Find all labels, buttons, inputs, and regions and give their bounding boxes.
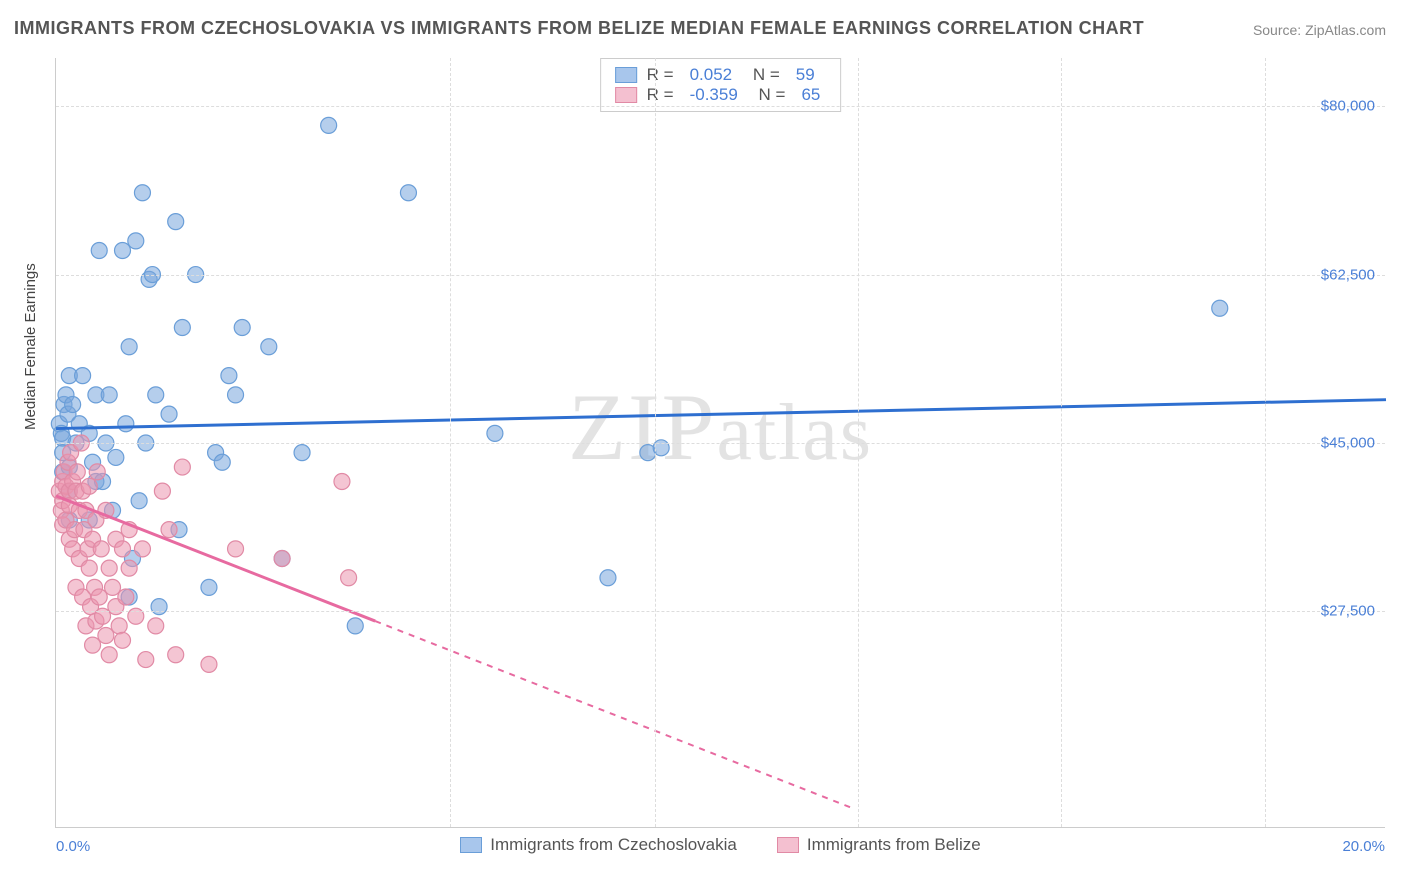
scatter-point: [134, 541, 150, 557]
scatter-point: [101, 647, 117, 663]
trend-line-extrapolated: [375, 621, 854, 809]
scatter-point: [118, 416, 134, 432]
legend-swatch: [777, 837, 799, 853]
scatter-point: [148, 618, 164, 634]
scatter-point: [321, 117, 337, 133]
stats-row: R = 0.052 N = 59: [615, 65, 827, 85]
scatter-point: [101, 560, 117, 576]
scatter-point: [134, 185, 150, 201]
scatter-point: [154, 483, 170, 499]
scatter-point: [161, 406, 177, 422]
scatter-point: [294, 445, 310, 461]
scatter-point: [334, 474, 350, 490]
scatter-point: [75, 368, 91, 384]
scatter-point: [108, 449, 124, 465]
scatter-point: [65, 397, 81, 413]
trend-line: [56, 400, 1386, 429]
scatter-point: [89, 464, 105, 480]
scatter-point: [161, 522, 177, 538]
scatter-point: [228, 387, 244, 403]
source-attribution: Source: ZipAtlas.com: [1253, 22, 1386, 38]
chart-plot-area: ZIPatlas R = 0.052 N = 59R = -0.359 N = …: [55, 58, 1385, 828]
scatter-point: [168, 214, 184, 230]
chart-title: IMMIGRANTS FROM CZECHOSLOVAKIA VS IMMIGR…: [14, 18, 1144, 39]
scatter-point: [261, 339, 277, 355]
series-legend: Immigrants from Czechoslovakia Immigrants…: [56, 835, 1385, 855]
scatter-point: [138, 652, 154, 668]
scatter-point: [93, 541, 109, 557]
scatter-point: [81, 560, 97, 576]
stats-row: R = -0.359 N = 65: [615, 85, 827, 105]
scatter-point: [600, 570, 616, 586]
legend-swatch: [460, 837, 482, 853]
scatter-point: [148, 387, 164, 403]
scatter-point: [400, 185, 416, 201]
scatter-point: [168, 647, 184, 663]
legend-item: Immigrants from Belize: [777, 835, 981, 855]
gridline-horizontal: [56, 443, 1385, 444]
scatter-point: [118, 589, 134, 605]
scatter-point: [111, 618, 127, 634]
scatter-point: [105, 579, 121, 595]
scatter-point: [174, 459, 190, 475]
scatter-point: [81, 478, 97, 494]
gridline-horizontal: [56, 611, 1385, 612]
y-axis-label: Median Female Earnings: [22, 263, 39, 430]
legend-label: Immigrants from Belize: [807, 835, 981, 855]
scatter-point: [174, 320, 190, 336]
legend-label: Immigrants from Czechoslovakia: [490, 835, 737, 855]
scatter-point: [85, 637, 101, 653]
gridline-vertical: [1265, 58, 1266, 827]
x-tick-label: 20.0%: [1342, 838, 1385, 855]
scatter-point: [115, 541, 131, 557]
scatter-point: [214, 454, 230, 470]
scatter-point: [91, 243, 107, 259]
scatter-point: [121, 339, 137, 355]
gridline-horizontal: [56, 106, 1385, 107]
scatter-point: [115, 632, 131, 648]
r-value: -0.359: [690, 85, 738, 105]
scatter-point: [201, 656, 217, 672]
scatter-point: [128, 233, 144, 249]
x-tick-label: 0.0%: [56, 838, 90, 855]
y-tick-label: $27,500: [1321, 603, 1375, 620]
scatter-point: [234, 320, 250, 336]
n-value: 59: [796, 65, 815, 85]
legend-swatch: [615, 67, 637, 83]
scatter-point: [221, 368, 237, 384]
scatter-point: [131, 493, 147, 509]
gridline-vertical: [858, 58, 859, 827]
gridline-horizontal: [56, 275, 1385, 276]
y-tick-label: $62,500: [1321, 266, 1375, 283]
scatter-point: [347, 618, 363, 634]
scatter-point: [91, 589, 107, 605]
y-tick-label: $80,000: [1321, 98, 1375, 115]
n-value: 65: [801, 85, 820, 105]
scatter-point: [341, 570, 357, 586]
correlation-stats-box: R = 0.052 N = 59R = -0.359 N = 65: [600, 58, 842, 112]
scatter-point: [274, 551, 290, 567]
legend-swatch: [615, 87, 637, 103]
r-value: 0.052: [690, 65, 733, 85]
y-tick-label: $45,000: [1321, 435, 1375, 452]
scatter-point: [201, 579, 217, 595]
scatter-point: [487, 425, 503, 441]
legend-item: Immigrants from Czechoslovakia: [460, 835, 737, 855]
scatter-point: [101, 387, 117, 403]
scatter-point: [98, 628, 114, 644]
gridline-vertical: [1061, 58, 1062, 827]
gridline-vertical: [450, 58, 451, 827]
scatter-point: [228, 541, 244, 557]
scatter-point: [1212, 300, 1228, 316]
gridline-vertical: [655, 58, 656, 827]
scatter-point: [115, 243, 131, 259]
scatter-point: [121, 560, 137, 576]
scatter-point: [69, 464, 85, 480]
